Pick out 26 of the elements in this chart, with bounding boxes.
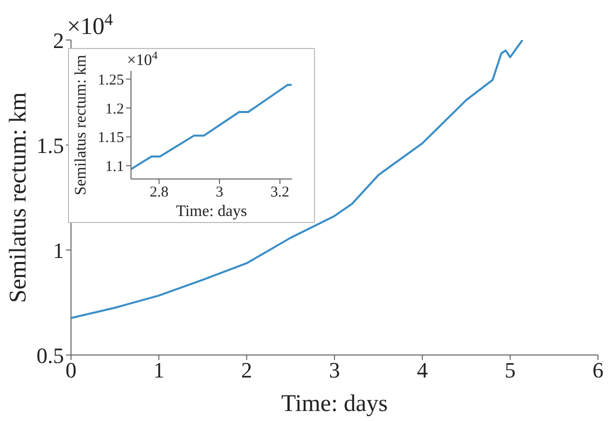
x-tick-label: 2 — [241, 358, 252, 383]
x-tick-label: 1 — [153, 358, 164, 383]
x-tick-label: 3 — [216, 184, 224, 201]
x-axis-title: Time: days — [281, 391, 388, 417]
line-series — [131, 84, 292, 170]
y-tick-label: 2 — [53, 28, 64, 53]
y-axis-title: Semilatus rectum: km — [72, 54, 90, 196]
y-tick-label: 1.5 — [36, 132, 64, 158]
y-tick-label: 1.25 — [98, 72, 124, 88]
y-tick-label: 1.2 — [105, 101, 124, 118]
x-tick-label: 3.2 — [270, 184, 290, 201]
y-tick-label: 1.15 — [98, 130, 124, 146]
x-tick-label: 5 — [504, 358, 516, 383]
x-tick-label: 2.8 — [150, 184, 168, 201]
x-tick-label: 0 — [66, 358, 76, 383]
x-tick-label: 3 — [329, 358, 340, 383]
y-tick-label: 0.5 — [36, 342, 64, 368]
y-tick-label: 1.1 — [105, 159, 124, 176]
x-tick-label: 6 — [592, 358, 604, 383]
annotation: ×10$^{4}$ — [127, 50, 158, 69]
line-series — [71, 40, 524, 320]
x-axis-title: Time: days — [176, 203, 247, 220]
x-tick-label: 4 — [416, 358, 428, 383]
y-tick-label: 1 — [53, 238, 64, 263]
annotation: ×10$^{4}$ — [67, 10, 114, 40]
y-axis-title: Semilatus rectum: km — [6, 92, 32, 303]
